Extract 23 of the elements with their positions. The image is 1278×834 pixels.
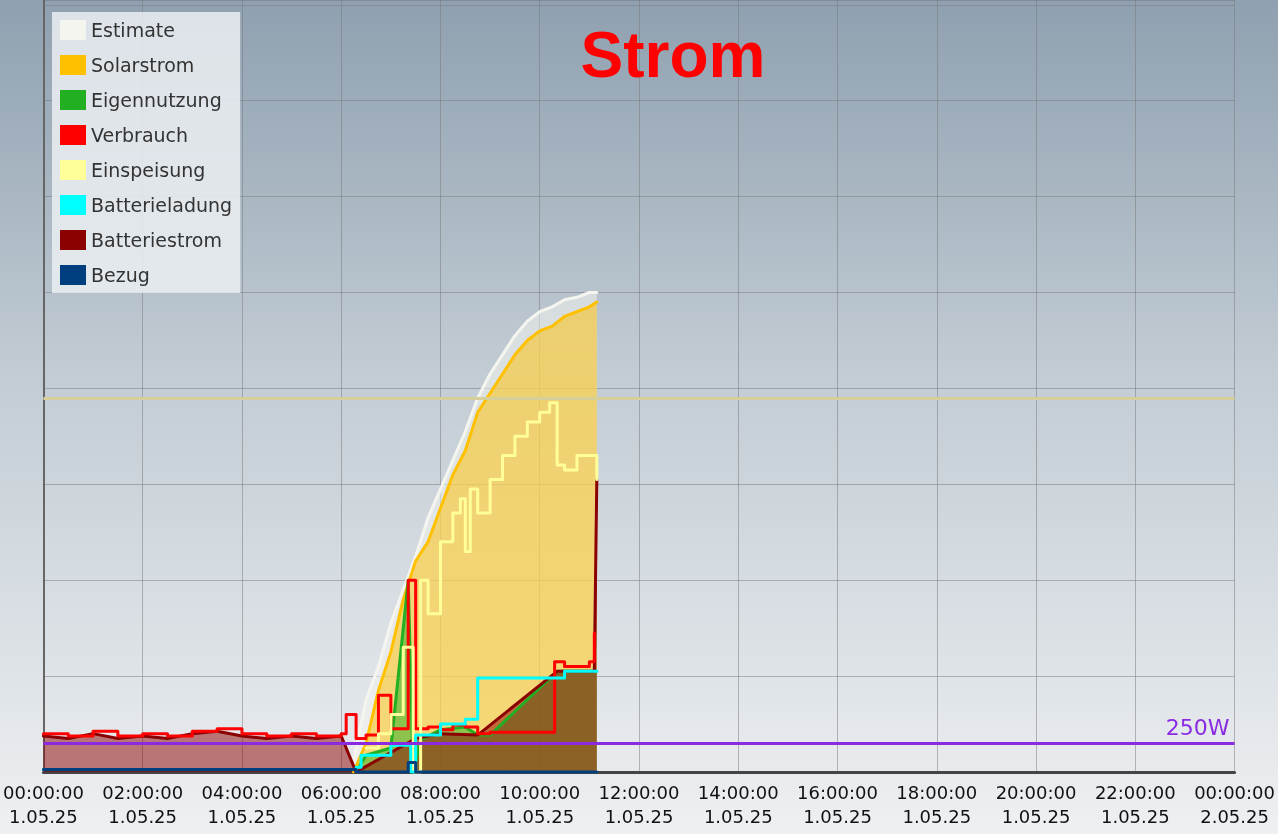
legend-label: Batteriestrom [91, 229, 222, 251]
legend-label: Batterieladung [91, 194, 233, 216]
legend-label: Bezug [91, 264, 150, 286]
legend-label: Verbrauch [91, 124, 189, 146]
chart-title: Strom [580, 19, 766, 91]
legend-label: Solarstrom [91, 54, 195, 76]
legend-label: Estimate [91, 19, 175, 41]
x-tick-label: 00:00:00 1.05.25 [3, 781, 84, 827]
x-tick-label: 04:00:00 1.05.25 [201, 781, 283, 827]
x-tick-label: 02:00:00 1.05.25 [102, 781, 184, 827]
x-tick-label: 08:00:00 1.05.25 [400, 781, 481, 827]
x-tick-label: 18:00:00 1.05.25 [896, 781, 978, 827]
x-tick-label: 16:00:00 1.05.25 [797, 781, 878, 827]
x-tick-label: 14:00:00 1.05.25 [697, 781, 779, 827]
x-tick-label: 10:00:00 1.05.25 [499, 781, 581, 827]
x-tick-label: 00:00:00 2.05.25 [1194, 781, 1275, 827]
x-tick-label: 22:00:00 1.05.25 [1094, 781, 1176, 827]
x-tick-label: 06:00:00 1.05.25 [300, 781, 382, 827]
legend-label: Eigennutzung [91, 89, 222, 111]
x-tick-label: 20:00:00 1.05.25 [995, 781, 1077, 827]
x-tick-label: 12:00:00 1.05.25 [598, 781, 680, 827]
ref-line-label: 250W [1165, 714, 1230, 740]
legend-label: Einspeisung [91, 159, 206, 181]
